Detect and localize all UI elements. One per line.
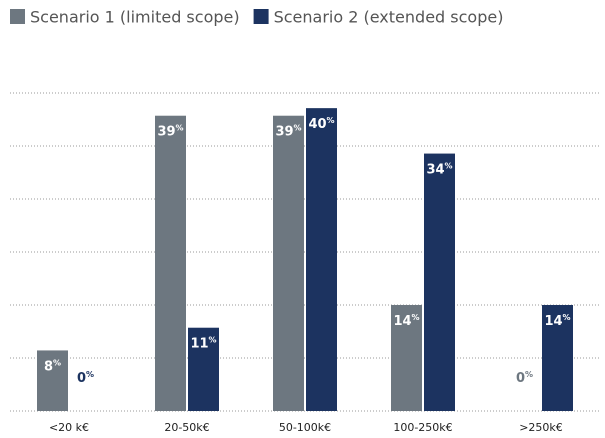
legend-swatch: [253, 9, 269, 24]
value-label: 14%: [393, 313, 419, 329]
x-tick-label: <20 k€: [49, 421, 89, 434]
value-label: 39%: [275, 123, 301, 139]
value-label: 8%: [44, 358, 61, 374]
bar: [155, 115, 186, 411]
value-label: 14%: [544, 313, 570, 329]
x-tick-label: >250k€: [519, 421, 563, 434]
legend-swatch: [10, 9, 25, 24]
value-label: 34%: [426, 161, 452, 177]
bar: [188, 327, 219, 411]
bar: [306, 108, 337, 412]
value-label: 11%: [190, 335, 216, 351]
value-label: 0%: [516, 370, 533, 386]
x-tick-label: 100-250k€: [393, 421, 452, 434]
bar: [424, 153, 455, 412]
bar: [37, 350, 68, 411]
value-label: 40%: [308, 116, 334, 132]
bar: [273, 115, 304, 411]
bar: [391, 305, 422, 411]
legend-label: Scenario 1 (limited scope): [30, 8, 240, 27]
value-label: 39%: [157, 123, 183, 139]
legend-label: Scenario 2 (extended scope): [274, 8, 504, 27]
value-label: 0%: [77, 370, 94, 386]
x-tick-label: 50-100k€: [279, 421, 331, 434]
x-tick-label: 20-50k€: [164, 421, 209, 434]
bar: [542, 305, 573, 411]
